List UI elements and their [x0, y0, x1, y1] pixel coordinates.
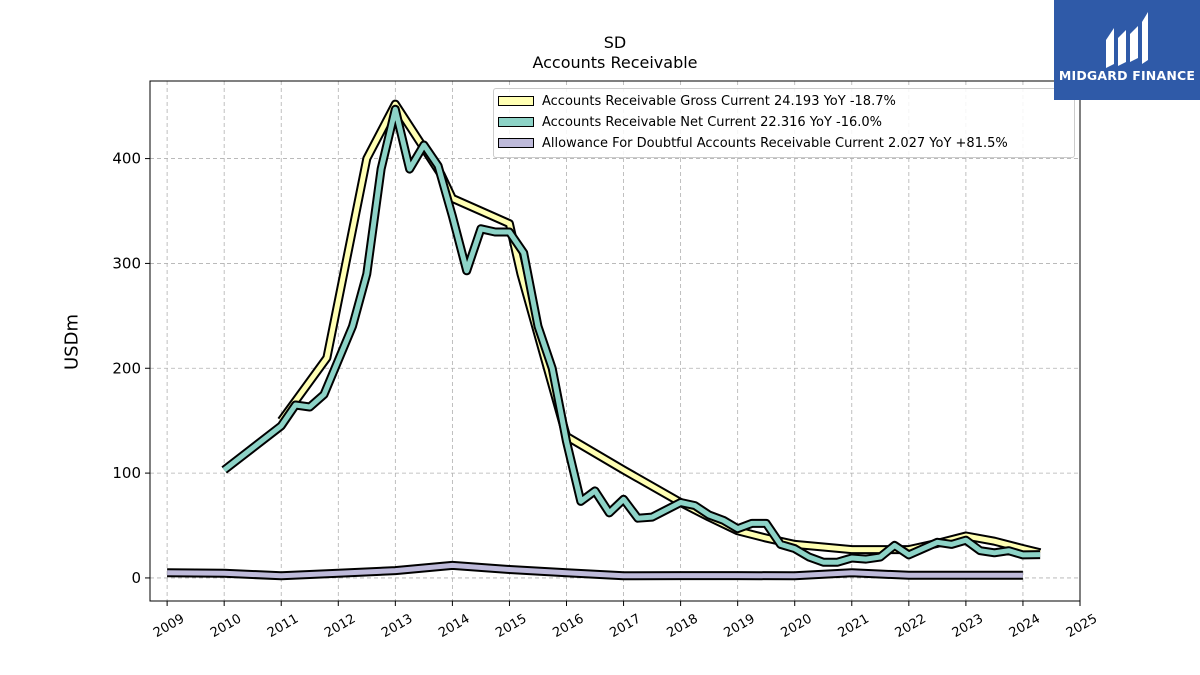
legend-label-net: Accounts Receivable Net Current 22.316 Y… [542, 114, 883, 130]
y-tick-label: 300 [112, 254, 141, 272]
x-tick-label: 2017 [607, 611, 643, 641]
logo-mark-icon [1106, 12, 1148, 68]
x-tick-label: 2019 [722, 611, 758, 641]
x-tick-label: 2009 [151, 611, 187, 641]
x-tick-label: 2014 [436, 611, 472, 641]
legend-swatch-allowance [498, 138, 534, 148]
series-line-1 [222, 106, 1041, 565]
legend-label-gross: Accounts Receivable Gross Current 24.193… [542, 93, 896, 109]
x-tick-label: 2011 [265, 611, 301, 641]
y-axis-label: USDm [61, 314, 83, 370]
x-tick-label: 2022 [893, 611, 929, 641]
legend-swatch-net [498, 117, 534, 127]
legend-item-gross: Accounts Receivable Gross Current 24.193… [498, 92, 896, 110]
series-line-2 [167, 562, 1023, 579]
y-tick-label: 100 [112, 464, 141, 482]
x-tick-label: 2020 [779, 611, 815, 641]
y-tick-label: 400 [112, 150, 141, 168]
legend-swatch-gross [498, 96, 534, 106]
x-tick-label: 2016 [550, 611, 586, 641]
x-tick-label: 2015 [493, 611, 529, 641]
plot-frame [149, 80, 1081, 602]
legend-item-net: Accounts Receivable Net Current 22.316 Y… [498, 113, 882, 131]
x-tick-label: 2013 [379, 611, 415, 641]
x-tick-label: 2023 [950, 611, 986, 641]
x-tick-label: 2018 [664, 611, 700, 641]
x-tick-label: 2024 [1007, 611, 1043, 641]
logo-text: MIDGARD FINANCE [1058, 68, 1196, 83]
x-tick-label: 2010 [208, 611, 244, 641]
x-tick-label: 2025 [1064, 611, 1100, 641]
legend-label-allowance: Allowance For Doubtful Accounts Receivab… [542, 135, 1008, 151]
x-tick-label: 2012 [322, 611, 358, 641]
y-tick-label: 0 [131, 569, 141, 587]
brand-logo: MIDGARD FINANCE [1054, 0, 1200, 100]
chart-title: SD [603, 33, 627, 52]
x-tick-label: 2021 [836, 611, 872, 641]
y-tick-label: 200 [112, 359, 141, 377]
legend: Accounts Receivable Gross Current 24.193… [493, 88, 1075, 158]
chart-subtitle: Accounts Receivable [532, 53, 698, 72]
legend-item-allowance: Allowance For Doubtful Accounts Receivab… [498, 134, 1008, 152]
